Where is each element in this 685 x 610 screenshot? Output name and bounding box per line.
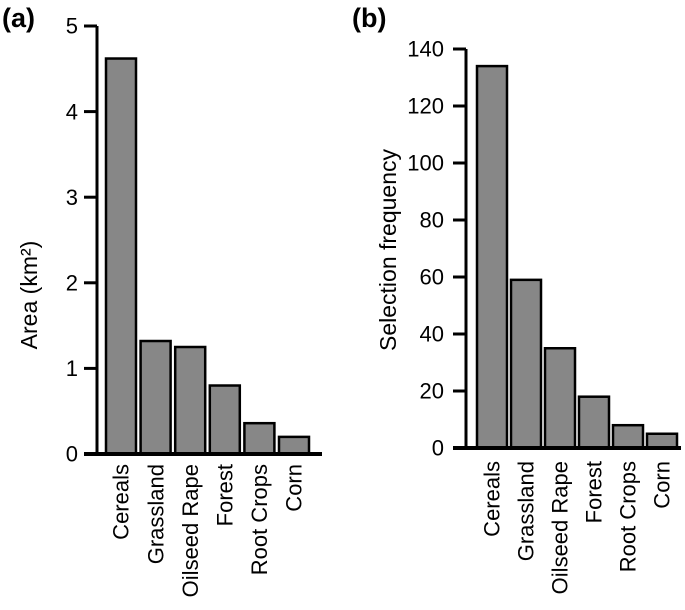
panel-a-chart: 0 1 2 3 4 5 Cereals Grassland Oilseed Rape Forest…	[16, 14, 322, 597]
panel-b-label: (b)	[352, 3, 387, 33]
bar-forest	[577, 395, 611, 450]
bar-corn	[277, 435, 311, 456]
y-tick-label: 0	[432, 436, 444, 461]
y-tick-label: 100	[407, 151, 444, 176]
bar-cereals	[104, 57, 138, 456]
y-tick-label: 40	[420, 322, 444, 347]
y-tick-label: 3	[66, 185, 78, 210]
bar-oilseed-rape	[173, 345, 207, 456]
y-tick-label: 4	[66, 99, 78, 124]
bar-root-crops	[611, 423, 645, 450]
panel-a-label: (a)	[2, 3, 35, 33]
x-category-label-root-crops: Root Crops	[616, 461, 641, 572]
x-category-label-forest: Forest	[213, 464, 238, 526]
y-tick-label: 1	[66, 356, 78, 381]
x-category-label-oilseed-rape: Oilseed Rape	[178, 464, 203, 597]
bar-grassland	[139, 339, 172, 456]
y-tick-label: 140	[407, 37, 444, 62]
y-tick-label: 2	[66, 271, 78, 296]
y-axis-title: Area (km²)	[16, 241, 42, 350]
x-category-label-root-crops: Root Crops	[247, 464, 272, 575]
x-category-label-grassland: Grassland	[143, 464, 168, 564]
x-category-label-grassland: Grassland	[514, 461, 539, 561]
bar-cereals	[475, 64, 509, 450]
panel-b-chart: 0 20 40 60 80 100 120 140 Cereals Grassland Oilsee…	[375, 37, 681, 594]
y-tick-label: 120	[407, 94, 444, 119]
y-axis-title: Selection frequency	[375, 148, 401, 351]
x-category-label-corn: Corn	[650, 461, 675, 509]
bar-forest	[208, 384, 242, 456]
y-tick-label: 5	[66, 14, 78, 39]
y-tick-label: 20	[420, 379, 444, 404]
bar-root-crops	[243, 421, 276, 456]
x-category-label-oilseed-rape: Oilseed Rape	[548, 461, 573, 594]
bar-oilseed-rape	[543, 347, 577, 450]
y-tick-label: 0	[66, 442, 78, 467]
bar-corn	[645, 432, 679, 450]
x-category-label-cereals: Cereals	[480, 461, 505, 537]
x-category-label-cereals: Cereals	[109, 464, 134, 540]
y-tick-label: 60	[420, 265, 444, 290]
x-category-label-forest: Forest	[582, 461, 607, 523]
bar-grassland	[509, 278, 543, 450]
x-category-label-corn: Corn	[282, 464, 307, 512]
y-tick-label: 80	[420, 208, 444, 233]
